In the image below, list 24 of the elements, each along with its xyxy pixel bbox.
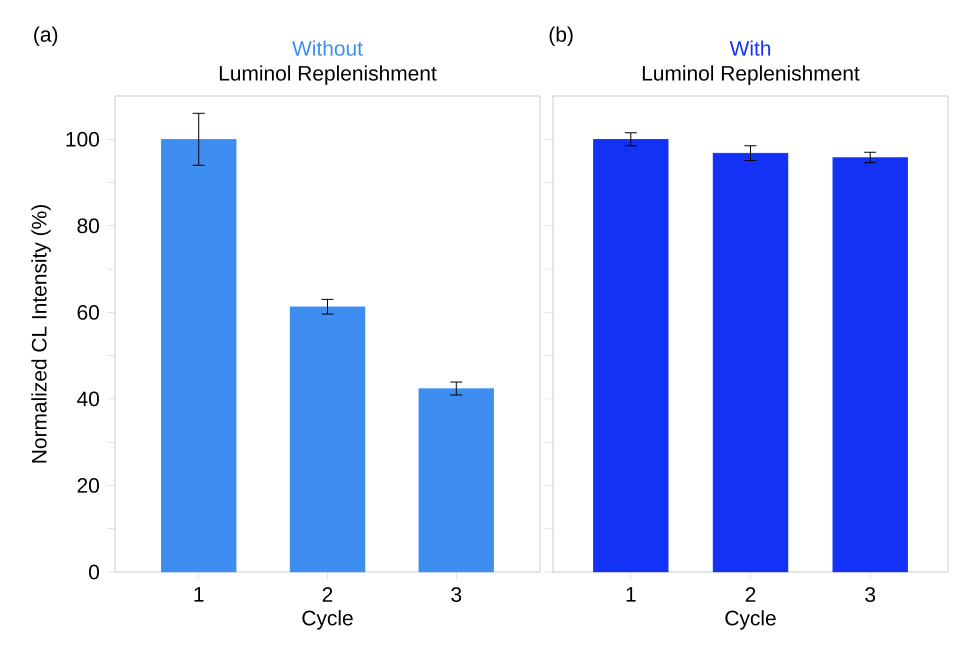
chart-subtitle: Luminol Replenishment <box>642 65 860 85</box>
x-tick-label: 2 <box>322 587 332 602</box>
x-axis-title: Cycle <box>725 610 776 630</box>
y-tick-label: 60 <box>78 304 99 320</box>
y-tick-label: 100 <box>66 132 99 147</box>
bar <box>161 139 236 572</box>
text: (a) <box>34 26 58 46</box>
y-tick-label: 0 <box>89 564 100 580</box>
y-tick-label: 40 <box>77 392 99 406</box>
y-axis-title: Normalized CL Intensity (%) <box>31 205 51 462</box>
chart-subtitle: Luminol Replenishment <box>220 65 437 85</box>
x-tick-label: 1 <box>626 587 636 602</box>
x-tick-label: 1 <box>194 587 204 602</box>
x-tick-label: 3 <box>451 587 462 602</box>
chart-title: With <box>730 40 770 56</box>
chart-title: Without <box>292 40 363 56</box>
x-tick-label: 3 <box>865 587 876 602</box>
y-tick-label: 80 <box>77 218 99 234</box>
text: (b) <box>550 26 573 46</box>
x-axis-title: Cycle <box>302 610 353 630</box>
x-tick-label: 2 <box>746 587 756 602</box>
bar <box>290 306 366 572</box>
y-tick-label: 20 <box>78 478 99 493</box>
bar <box>418 388 494 572</box>
